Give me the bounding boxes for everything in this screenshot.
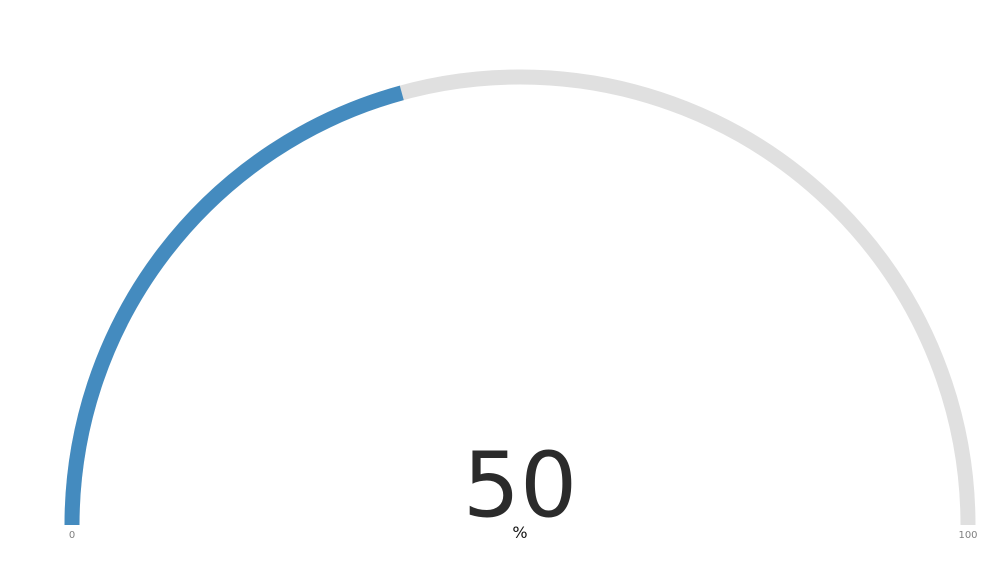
gauge-min-label: 0 (69, 530, 75, 541)
gauge-unit-label: % (512, 523, 527, 542)
gauge-value-arc (64, 85, 404, 526)
gauge-value-text: 50 (463, 433, 578, 538)
gauge-max-label: 100 (958, 530, 977, 541)
